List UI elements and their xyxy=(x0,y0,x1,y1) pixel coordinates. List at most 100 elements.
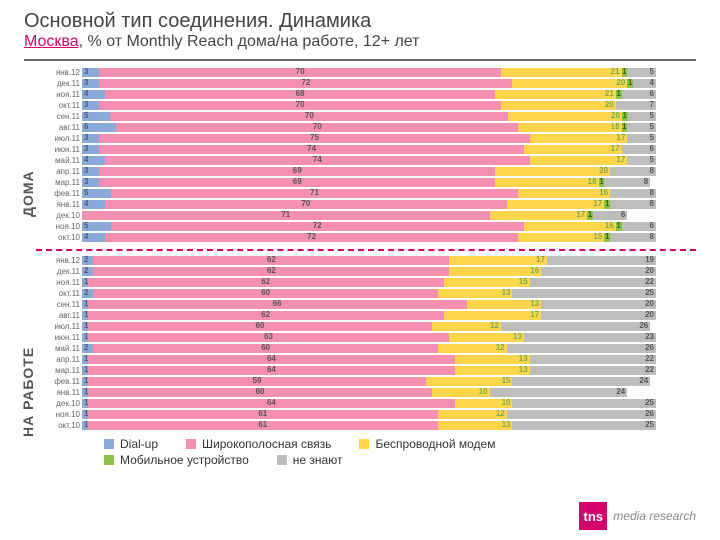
chart-row: дек.101641025 xyxy=(82,398,656,409)
title-divider xyxy=(24,59,696,61)
segment-value: 25 xyxy=(645,420,654,429)
bar-segment: 3 xyxy=(82,167,99,176)
row-label: июл.11 xyxy=(36,133,80,144)
row-label: ноя.11 xyxy=(36,89,80,100)
bar-segment: 20 xyxy=(495,167,610,176)
segment-value: 60 xyxy=(255,387,264,396)
chart-row: ноя.101611226 xyxy=(82,409,656,420)
legend-swatch xyxy=(186,439,196,449)
stacked-bar: 375175 xyxy=(82,134,656,143)
bar-segment: 63 xyxy=(88,333,450,342)
bar-segment: 8 xyxy=(610,233,656,242)
segment-value: 13 xyxy=(519,354,528,363)
section-label-home: ДОМА xyxy=(20,170,36,217)
segment-value: 1 xyxy=(605,199,609,208)
stacked-bar: 1621522 xyxy=(82,278,656,287)
segment-value: 74 xyxy=(313,155,322,164)
segment-value: 13 xyxy=(530,299,539,308)
segment-value: 1 xyxy=(623,111,627,120)
segment-value: 61 xyxy=(258,409,267,418)
chart-row: окт.104721518 xyxy=(82,232,656,243)
legend-label: Беспроводной модем xyxy=(375,437,495,451)
segment-value: 17 xyxy=(536,255,545,264)
legend-label: Широкополосная связь xyxy=(202,437,331,451)
segment-value: 63 xyxy=(264,332,273,341)
row-label: дек.10 xyxy=(36,398,80,409)
bar-segment: 15 xyxy=(444,278,530,287)
chart-row: мар.111641322 xyxy=(82,365,656,376)
segment-value: 69 xyxy=(293,166,302,175)
chart-area: ДОМА янв.123702115дек.113722014ноя.11468… xyxy=(36,67,696,431)
bar-segment: 26 xyxy=(501,322,650,331)
segment-value: 75 xyxy=(310,133,319,142)
segment-value: 5 xyxy=(650,155,654,164)
segment-value: 5 xyxy=(84,221,88,230)
segment-value: 60 xyxy=(261,343,270,352)
bar-segment: 21 xyxy=(495,90,616,99)
bar-segment: 5 xyxy=(627,156,656,165)
segment-value: 5 xyxy=(650,122,654,131)
row-label: мар.11 xyxy=(36,365,80,376)
bar-segment: 62 xyxy=(88,311,444,320)
bar-segment: 12 xyxy=(438,410,507,419)
bar-segment: 4 xyxy=(633,79,656,88)
stacked-bar: 369208 xyxy=(82,167,656,176)
segment-value: 70 xyxy=(296,67,305,76)
segment-value: 16 xyxy=(599,188,608,197)
segment-value: 17 xyxy=(593,199,602,208)
chart-row: окт.112601325 xyxy=(82,288,656,299)
stacked-bar: 1631323 xyxy=(82,333,656,342)
legend-label: Dial-up xyxy=(120,437,158,451)
section-label-work: НА РАБОТЕ xyxy=(20,347,36,437)
segment-value: 21 xyxy=(605,89,614,98)
bar-segment: 64 xyxy=(88,399,455,408)
subtitle-rest: , % от Monthly Reach дома/на работе, 12+… xyxy=(79,33,420,50)
subtitle-location: Москва xyxy=(24,33,79,50)
bar-segment: 26 xyxy=(507,410,656,419)
bar-segment: 71 xyxy=(82,211,490,220)
bar-segment: 20 xyxy=(508,112,622,121)
chart-row: дек.10711716 xyxy=(82,210,656,221)
segment-value: 22 xyxy=(645,365,654,374)
bar-segment: 60 xyxy=(88,322,432,331)
segment-value: 64 xyxy=(267,398,276,407)
segment-value: 69 xyxy=(293,177,302,186)
row-label: фев.11 xyxy=(36,376,80,387)
bar-segment: 72 xyxy=(99,79,512,88)
bar-segment: 6 xyxy=(593,211,627,220)
chart-row: окт.11370207 xyxy=(82,100,656,111)
stacked-bar: 474175 xyxy=(82,156,656,165)
segment-value: 20 xyxy=(645,299,654,308)
bar-segment: 2 xyxy=(82,267,93,276)
segment-value: 4 xyxy=(84,155,88,164)
chart-row: июн.11374176 xyxy=(82,144,656,155)
bar-segment: 60 xyxy=(88,388,432,397)
chart-row: сен.115702015 xyxy=(82,111,656,122)
segment-value: 6 xyxy=(84,122,88,131)
bar-segment: 16 xyxy=(518,189,610,198)
stacked-bar: 2601325 xyxy=(82,289,656,298)
bar-segment: 5 xyxy=(82,189,111,198)
bar-segment: 25 xyxy=(512,289,656,298)
bar-segment: 20 xyxy=(512,79,627,88)
bar-segment: 62 xyxy=(93,256,449,265)
bar-segment: 72 xyxy=(105,233,518,242)
segment-value: 62 xyxy=(267,266,276,275)
logo-square: tns xyxy=(579,502,607,530)
bar-segment: 5 xyxy=(627,134,656,143)
chart-row: янв.123702115 xyxy=(82,67,656,78)
bar-segment: 70 xyxy=(105,200,507,209)
section-divider xyxy=(36,249,696,251)
stacked-bar: 1591524 xyxy=(82,377,656,386)
segment-value: 64 xyxy=(267,354,276,363)
segment-value: 15 xyxy=(502,376,511,385)
bar-segment: 15 xyxy=(426,377,512,386)
stacked-bar: 1641025 xyxy=(82,399,656,408)
legend-swatch xyxy=(104,439,114,449)
segment-value: 72 xyxy=(313,221,322,230)
stacked-bar: 1621720 xyxy=(82,311,656,320)
row-label: ноя.10 xyxy=(36,409,80,420)
bar-segment: 23 xyxy=(524,333,656,342)
segment-value: 17 xyxy=(616,133,625,142)
segment-value: 22 xyxy=(645,277,654,286)
